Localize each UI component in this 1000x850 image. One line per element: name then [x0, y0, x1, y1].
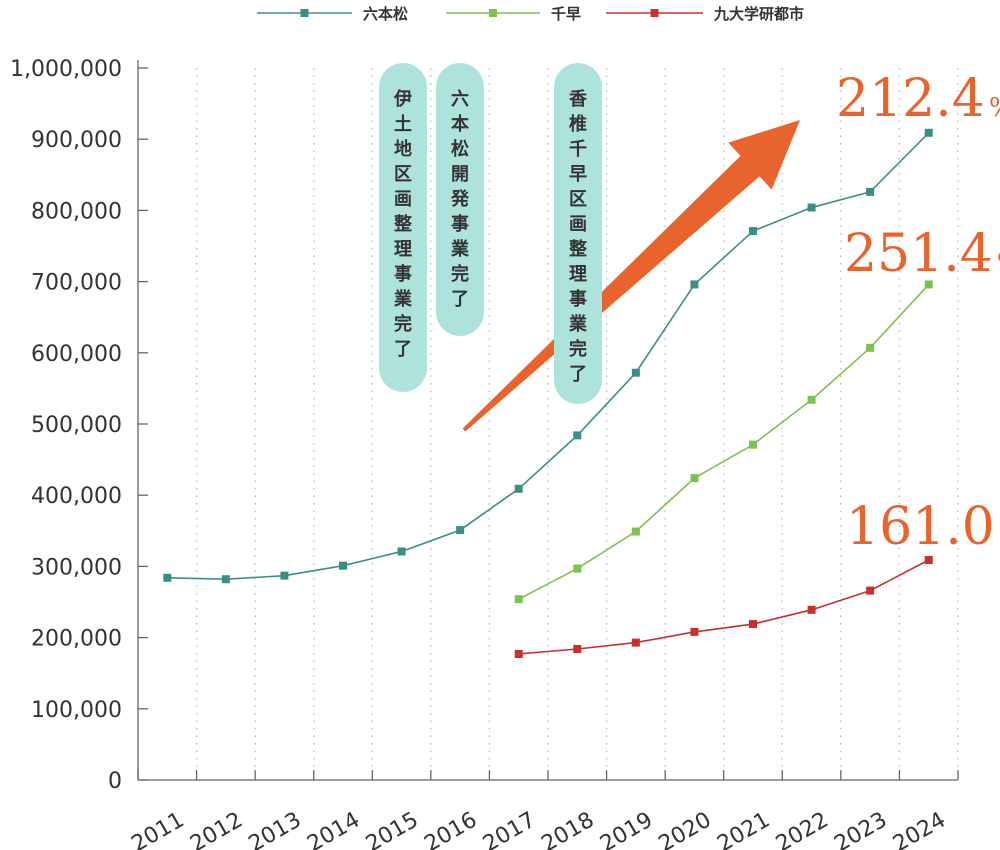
series-point-1 — [690, 280, 699, 289]
vertical-gridlines — [195, 68, 959, 780]
growth-label-1: 212.4% — [836, 69, 1000, 129]
growth-arrow-shape — [462, 120, 800, 432]
series-point-3 — [749, 620, 757, 629]
x-tick-label: 2011 — [128, 808, 189, 850]
annotation-pill-3 — [554, 63, 602, 404]
annotation-text-3: 香椎千早区画整理事業完了 — [568, 89, 588, 385]
series-point-1 — [573, 431, 582, 440]
y-tick-label: 300,000 — [31, 555, 122, 580]
annotation-pill-2 — [436, 63, 484, 336]
y-tick-labels: 0 100,000 200,000 300,000 400,000 500,000 600,… — [10, 57, 122, 794]
series-point-3 — [807, 605, 816, 614]
series-point-1 — [631, 368, 640, 377]
series-point-2 — [631, 527, 640, 536]
series-line-2 — [518, 283, 930, 600]
series-point-1 — [456, 526, 465, 535]
series-point-2 — [866, 343, 875, 352]
series-point-3 — [924, 555, 933, 564]
x-tick-label: 2023 — [830, 808, 891, 850]
x-tick-label: 2017 — [479, 808, 540, 850]
series-point-2 — [514, 595, 523, 604]
annotation-pill-1 — [379, 63, 427, 392]
series-point-2 — [573, 564, 582, 573]
series-point-1 — [866, 187, 875, 196]
series-point-1 — [397, 547, 406, 556]
series-point-1 — [807, 203, 816, 212]
data-series — [163, 128, 933, 658]
y-tick-label: 600,000 — [31, 342, 122, 367]
series-point-3 — [866, 586, 875, 595]
x-tick-label: 2013 — [245, 808, 306, 850]
x-tick-label: 2020 — [655, 808, 716, 850]
x-tick-label: 2019 — [596, 808, 657, 850]
growth-label-3: 161.0% — [846, 497, 1000, 557]
y-tick-label: 700,000 — [31, 271, 122, 296]
x-tick-label: 2014 — [303, 808, 364, 850]
y-tick-label: 200,000 — [31, 627, 122, 652]
x-tick-label: 2018 — [538, 808, 599, 850]
x-tick-label: 2012 — [186, 808, 247, 850]
x-tick-label: 2024 — [889, 808, 950, 850]
axes — [137, 60, 959, 781]
legend-label-3: 九大学研都市 — [713, 5, 804, 23]
legend-label-1: 六本松 — [363, 5, 408, 23]
series-point-1 — [514, 484, 523, 493]
y-tick-label: 0 — [108, 769, 122, 794]
legend-marker-3 — [650, 9, 659, 17]
y-tick-label: 1,000,000 — [10, 57, 122, 82]
series-point-3 — [573, 644, 582, 653]
series-point-2 — [749, 440, 757, 449]
series-point-3 — [631, 638, 640, 647]
series-point-1 — [924, 128, 933, 137]
annotation-text-1: 伊土地区画整理事業完了 — [393, 88, 413, 360]
x-tick-labels: 2011201220132014201520162017201820192020… — [128, 808, 950, 850]
series-line-1 — [167, 132, 930, 581]
y-tick-label: 400,000 — [31, 484, 122, 509]
series-line-3 — [518, 559, 930, 655]
x-tick-label: 2016 — [420, 808, 481, 850]
legend: 六本松 千早 九大学研都市 — [257, 5, 804, 23]
annotation-text-2: 六本松開発事業完了 — [450, 88, 470, 310]
series-point-1 — [339, 561, 347, 570]
x-tick-label: 2021 — [713, 808, 774, 850]
growth-arrow — [462, 120, 800, 432]
y-tick-label: 800,000 — [31, 199, 122, 224]
legend-marker-1 — [300, 9, 309, 17]
growth-labels: 212.4% 251.4% 161.0% — [836, 69, 1000, 557]
annotation-pills: 伊土地区画整理事業完了 六本松開発事業完了 香椎千早区画整理事業完了 — [379, 63, 602, 404]
y-tick-label: 900,000 — [31, 128, 122, 153]
x-tick-label: 2015 — [362, 808, 423, 850]
y-tick-label: 100,000 — [31, 698, 122, 723]
legend-label-2: 千早 — [551, 5, 581, 23]
series-point-1 — [221, 575, 230, 584]
series-point-1 — [163, 573, 172, 582]
series-point-2 — [807, 395, 816, 404]
series-point-2 — [924, 280, 933, 289]
x-tick-label: 2022 — [772, 808, 833, 850]
series-point-1 — [280, 571, 289, 580]
series-point-3 — [514, 649, 523, 658]
y-tick-label: 500,000 — [31, 413, 122, 438]
series-point-3 — [690, 627, 699, 636]
series-point-2 — [690, 474, 699, 483]
series-point-1 — [749, 227, 757, 236]
legend-marker-2 — [489, 9, 497, 17]
growth-label-2: 251.4% — [844, 224, 1000, 284]
